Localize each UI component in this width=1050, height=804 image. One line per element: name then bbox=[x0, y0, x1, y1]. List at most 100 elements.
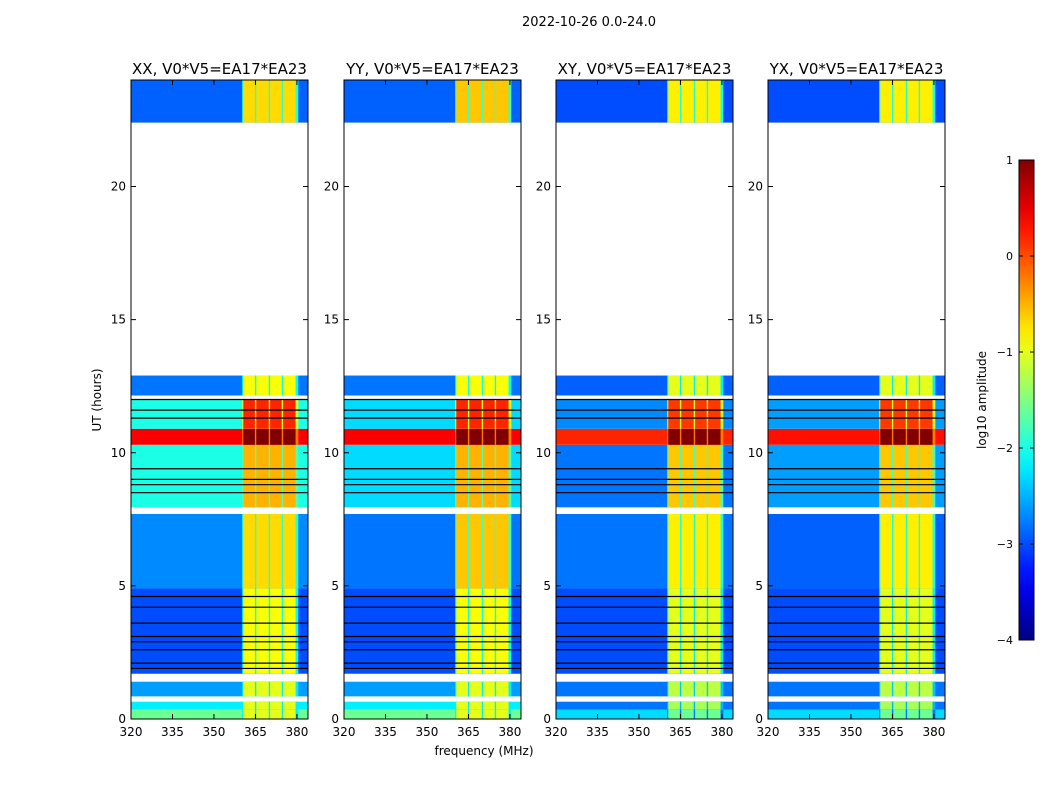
heatmap-subband bbox=[283, 513, 296, 589]
heatmap-subband bbox=[496, 375, 509, 396]
heatmap-subband bbox=[668, 399, 680, 429]
heatmap-subband bbox=[880, 375, 892, 396]
heatmap-subband bbox=[270, 681, 282, 697]
heatmap-segment-bg bbox=[131, 701, 308, 710]
heatmap-subband bbox=[907, 709, 919, 719]
y-tick-label: 5 bbox=[543, 579, 551, 593]
x-tick-label: 380 bbox=[922, 725, 945, 739]
heatmap-subband bbox=[456, 709, 468, 719]
heatmap-subband bbox=[270, 513, 282, 589]
heatmap-subband bbox=[483, 80, 495, 123]
heatmap-subband bbox=[708, 375, 721, 396]
x-tick-label: 365 bbox=[457, 725, 480, 739]
colorbar-bar bbox=[1018, 159, 1035, 641]
heatmap-subband bbox=[708, 428, 721, 445]
heatmap-segment-bg bbox=[556, 709, 733, 719]
axes-frame bbox=[767, 79, 946, 720]
suptitle: 2022-10-26 0.0-24.0 bbox=[522, 15, 656, 30]
panel-title: YY, V0*V5=EA17*EA23 bbox=[345, 60, 519, 78]
heatmap-subband bbox=[283, 428, 296, 445]
x-tick-label: 380 bbox=[710, 725, 733, 739]
heatmap-segment-bg bbox=[344, 709, 521, 719]
heatmap-subband bbox=[893, 399, 906, 429]
heatmap-subband bbox=[893, 375, 906, 396]
heatmap-subband bbox=[880, 399, 892, 429]
heatmap-subband bbox=[283, 588, 296, 674]
y-tick-label: 0 bbox=[543, 712, 551, 726]
heatmap-subband bbox=[243, 428, 255, 445]
heatmap-subband bbox=[256, 428, 269, 445]
y-tick-label: 5 bbox=[331, 579, 339, 593]
heatmap-subband bbox=[907, 80, 919, 123]
heatmap-subband bbox=[695, 513, 707, 589]
heatmap-subband bbox=[668, 681, 680, 697]
heatmap-subband bbox=[256, 681, 269, 697]
x-tick-label: 380 bbox=[498, 725, 521, 739]
heatmap-subband bbox=[256, 444, 269, 508]
heatmap-subband bbox=[469, 375, 482, 396]
heatmap-segment-bg bbox=[344, 701, 521, 710]
heatmap-subband bbox=[243, 681, 255, 697]
heatmap-subband bbox=[695, 709, 707, 719]
heatmap-subband bbox=[681, 80, 694, 123]
heatmap-subband bbox=[270, 399, 282, 429]
x-tick-label: 365 bbox=[669, 725, 692, 739]
heatmap-subband bbox=[496, 588, 509, 674]
panel-xy: XY, V0*V5=EA17*EA23 320 335 350 365 380 0 5 10 15… bbox=[536, 60, 734, 739]
heatmap-subband bbox=[456, 444, 468, 508]
heatmap-subband bbox=[920, 399, 933, 429]
y-tick-label: 10 bbox=[536, 446, 551, 460]
axes-frame bbox=[130, 79, 309, 720]
heatmap-subband bbox=[920, 375, 933, 396]
heatmap-subband bbox=[256, 701, 269, 710]
x-tick-label: 380 bbox=[285, 725, 308, 739]
heatmap-subband bbox=[893, 701, 906, 710]
x-tick-label: 320 bbox=[333, 725, 356, 739]
heatmap-subband bbox=[907, 399, 919, 429]
y-tick-label: 10 bbox=[111, 446, 126, 460]
colorbar-tick-label: 1 bbox=[1006, 154, 1013, 167]
y-tick-label: 10 bbox=[748, 446, 763, 460]
heatmap-subband bbox=[681, 399, 694, 429]
heatmap-subband bbox=[283, 80, 296, 123]
heatmap-subband bbox=[483, 588, 495, 674]
heatmap-subband bbox=[695, 428, 707, 445]
heatmap-subband bbox=[695, 80, 707, 123]
x-tick-label: 350 bbox=[628, 725, 651, 739]
panel-xx: XX, V0*V5=EA17*EA23 320 335 350 365 380 0 5 10 15… bbox=[111, 60, 309, 739]
heatmap-subband bbox=[668, 444, 680, 508]
heatmap-subband bbox=[483, 399, 495, 429]
heatmap-subband bbox=[496, 444, 509, 508]
heatmap-subband bbox=[668, 80, 680, 123]
x-tick-label: 335 bbox=[798, 725, 821, 739]
panel-title: XY, V0*V5=EA17*EA23 bbox=[558, 60, 732, 78]
y-tick-label: 0 bbox=[331, 712, 339, 726]
heatmap-subband bbox=[695, 444, 707, 508]
y-axis-label: UT (hours) bbox=[90, 368, 104, 431]
heatmap-subband bbox=[695, 701, 707, 710]
heatmap-subband bbox=[920, 444, 933, 508]
y-tick-label: 5 bbox=[118, 579, 126, 593]
heatmap-subband bbox=[893, 428, 906, 445]
heatmap-subband bbox=[283, 399, 296, 429]
heatmap-subband bbox=[681, 513, 694, 589]
heatmap-subband bbox=[695, 681, 707, 697]
heatmap-subband bbox=[668, 513, 680, 589]
heatmap-subband bbox=[907, 681, 919, 697]
heatmap-segment-bg bbox=[768, 701, 945, 710]
colorbar-tick-label: −3 bbox=[997, 538, 1013, 551]
heatmap-subband bbox=[920, 588, 933, 674]
heatmap-subband bbox=[456, 375, 468, 396]
heatmap-subband bbox=[283, 709, 296, 719]
heatmap-subband bbox=[920, 709, 933, 719]
heatmap-subband bbox=[469, 588, 482, 674]
heatmap-subband bbox=[893, 444, 906, 508]
y-tick-label: 15 bbox=[324, 313, 339, 327]
heatmap-subband bbox=[243, 80, 255, 123]
y-tick-label: 20 bbox=[748, 180, 763, 194]
heatmap-subband bbox=[469, 701, 482, 710]
heatmap-subband bbox=[270, 80, 282, 123]
heatmap-subband bbox=[708, 701, 721, 710]
heatmap-subband bbox=[920, 513, 933, 589]
